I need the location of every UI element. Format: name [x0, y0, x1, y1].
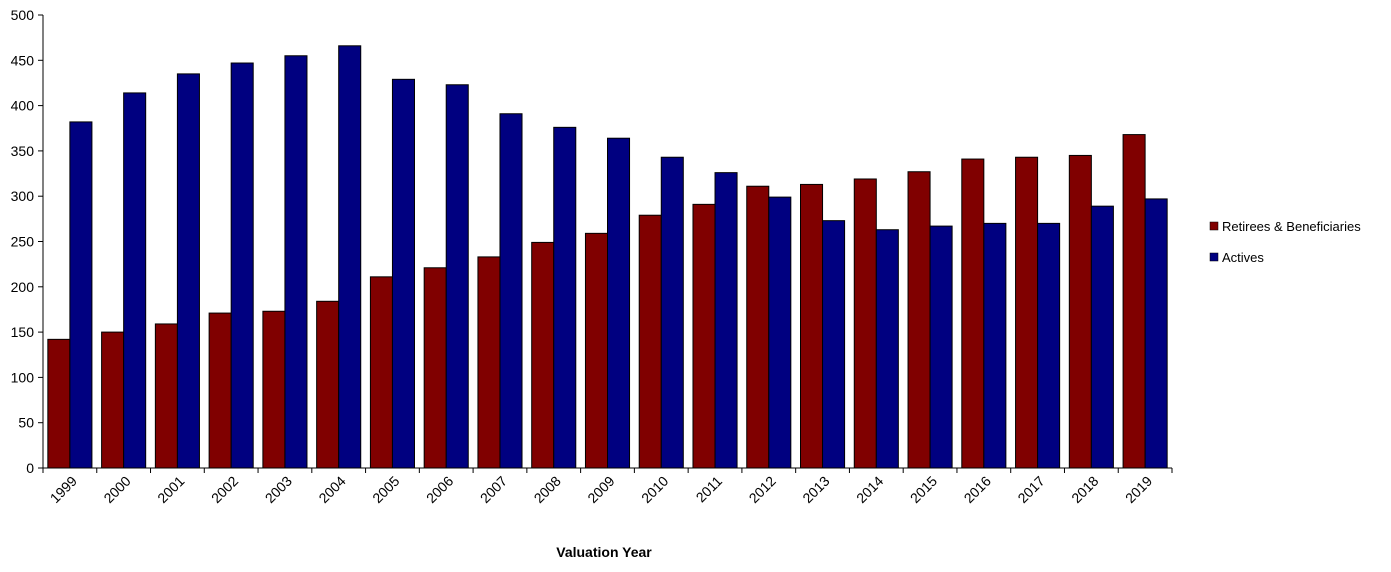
bar [69, 121, 93, 469]
bar [423, 267, 447, 469]
legend-swatch [1209, 221, 1219, 231]
x-tick-label: 2010 [638, 473, 671, 506]
y-tick-label: 400 [11, 98, 35, 114]
x-tick-label: 2002 [208, 473, 241, 506]
bar [1037, 222, 1061, 469]
bar [176, 73, 200, 469]
legend-label: Retirees & Beneficiaries [1222, 219, 1361, 234]
x-tick-label: 2008 [531, 473, 564, 506]
bar [607, 137, 631, 469]
bar [768, 196, 792, 469]
x-tick-label: 2003 [262, 473, 295, 506]
bar [800, 183, 824, 469]
bar [907, 171, 931, 469]
bar [154, 323, 178, 469]
bar [262, 310, 286, 469]
bar [660, 156, 684, 469]
x-tick-label: 2012 [746, 473, 779, 506]
x-tick-label: 2017 [1014, 473, 1047, 506]
y-tick-label: 450 [11, 52, 35, 68]
bar [929, 225, 953, 469]
bar [961, 158, 985, 469]
bar [284, 55, 308, 469]
bar [822, 220, 846, 469]
x-tick-label: 2004 [315, 473, 348, 506]
bar [1015, 156, 1039, 469]
bar [477, 256, 501, 469]
bar [47, 338, 71, 469]
x-axis-title: Valuation Year [556, 544, 652, 560]
bar [553, 126, 577, 469]
bar [875, 229, 899, 469]
bar [369, 276, 393, 469]
bar [1068, 154, 1092, 469]
bar [692, 203, 716, 469]
bar [638, 214, 662, 469]
x-tick-label: 2013 [799, 473, 832, 506]
x-tick-label: 2005 [369, 473, 402, 506]
y-tick-label: 300 [11, 188, 35, 204]
legend-label: Actives [1222, 250, 1264, 265]
y-tick-label: 100 [11, 369, 35, 385]
y-tick-label: 150 [11, 324, 35, 340]
x-tick-label: 1999 [47, 473, 80, 506]
bar [584, 232, 609, 469]
bar [445, 84, 469, 469]
x-tick-label: 2009 [584, 473, 617, 506]
x-tick-label: 2015 [907, 473, 940, 506]
bar [983, 222, 1007, 469]
bar [1122, 134, 1146, 469]
x-tick-label: 2014 [853, 473, 886, 506]
x-tick-label: 2011 [693, 473, 726, 506]
x-tick-label: 2016 [961, 473, 994, 506]
bar [714, 172, 738, 469]
bar [531, 241, 555, 469]
bar [853, 178, 877, 469]
bar [338, 45, 362, 469]
x-tick-label: 2007 [477, 473, 510, 506]
x-tick-label: 2006 [423, 473, 456, 506]
y-tick-label: 500 [11, 7, 35, 23]
bar [499, 113, 523, 469]
y-tick-label: 250 [11, 234, 35, 250]
bar [746, 185, 770, 469]
x-tick-label: 2000 [100, 473, 133, 506]
legend-swatch [1209, 252, 1219, 262]
bar [316, 300, 340, 469]
bar [123, 92, 147, 469]
bar [230, 62, 254, 469]
x-tick-label: 2018 [1068, 473, 1101, 506]
y-tick-label: 350 [11, 143, 35, 159]
bar [1144, 198, 1168, 469]
bar [208, 312, 232, 469]
bar [391, 78, 415, 469]
bar [1090, 205, 1114, 469]
bar [101, 331, 125, 469]
y-tick-label: 0 [26, 460, 34, 476]
y-tick-label: 50 [18, 415, 34, 431]
x-tick-label: 2001 [154, 473, 187, 506]
x-tick-label: 2019 [1122, 473, 1155, 506]
y-tick-label: 200 [11, 279, 35, 295]
